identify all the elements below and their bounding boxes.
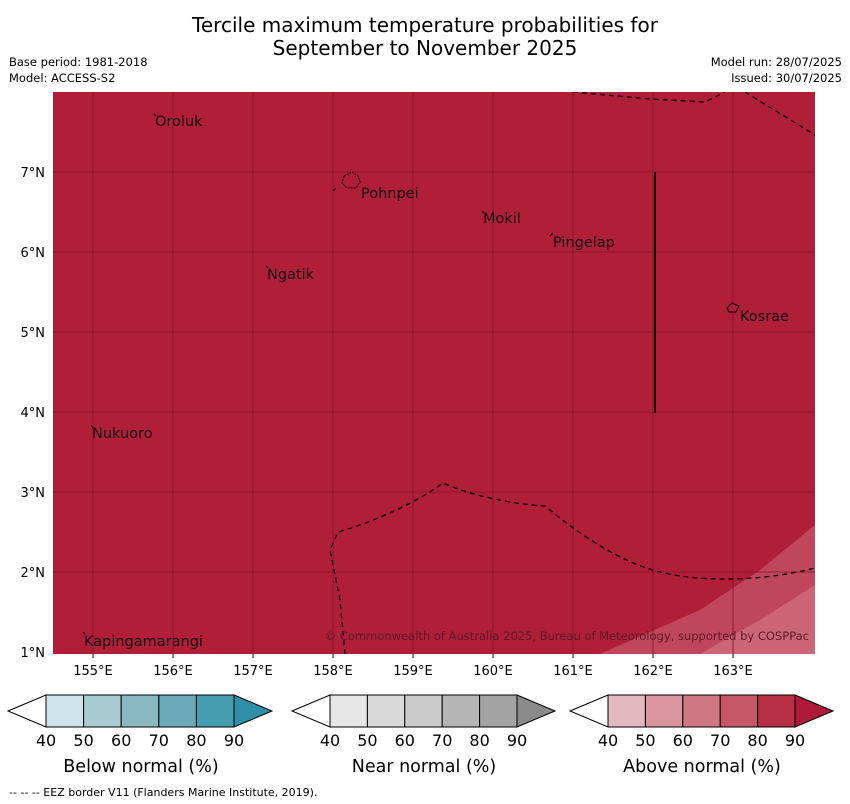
- legend-group: 40 50 60 70 80 90 Below normal (%) 40 50 60 70 80 90…: [6, 694, 835, 777]
- longitude-tick-label: 160°E: [473, 664, 513, 679]
- place-label: Kapingamarangi: [84, 634, 203, 650]
- meta-left: Base period: 1981-2018 Model: ACCESS-S2: [9, 54, 148, 86]
- longitude-tick-label: 161°E: [553, 664, 593, 679]
- islet-mark: [332, 187, 337, 192]
- place-labels: Oroluk Pohnpei Mokil Pingelap Ngatik Kosrae Nu…: [84, 114, 789, 650]
- colorbar-tick-label: 90: [785, 731, 805, 750]
- colorbar-tick-label: 90: [507, 731, 527, 750]
- colorbar-min-extension: [6, 694, 47, 728]
- colorbar-tick-label: 90: [224, 731, 244, 750]
- eez-border: [329, 92, 815, 654]
- colorbar-tick-label: 50: [635, 731, 655, 750]
- model-run: Model run: 28/07/2025: [710, 55, 842, 69]
- place-label: Oroluk: [155, 114, 203, 130]
- colorbar-segment: [83, 694, 122, 728]
- latitude-tick-label: 6°N: [21, 246, 46, 261]
- colorbar-segment: [158, 694, 197, 728]
- place-label: Pohnpei: [361, 186, 419, 202]
- atoll-marks: [82, 113, 554, 635]
- colorbar-segment: [441, 694, 481, 728]
- colorbar-tick-label: 40: [320, 731, 340, 750]
- colorbar-tick-label: 80: [469, 731, 489, 750]
- colorbar-tick-label: 60: [673, 731, 693, 750]
- colorbar-tick-label: 50: [73, 731, 93, 750]
- place-label: Mokil: [483, 211, 521, 227]
- kosrae-island: [726, 302, 740, 313]
- colorbar-tick-label: 80: [747, 731, 767, 750]
- place-label: Nukuoro: [92, 426, 153, 442]
- longitude-axis: 155°E 156°E 157°E 158°E 159°E 160°E 161°E 162°E…: [73, 654, 753, 679]
- colorbar-segment: [366, 694, 406, 728]
- colorbar-tick-label: 70: [432, 731, 452, 750]
- colorbar-label: Below normal (%): [63, 757, 218, 777]
- colorbar-max-extension: [794, 694, 835, 728]
- colorbar-segment: [195, 694, 235, 728]
- pohnpei-island: [341, 171, 361, 189]
- legend-colorbar: 40 50 60 70 80 90 Near normal (%): [290, 694, 557, 777]
- colorbar-max-extension: [233, 694, 274, 728]
- place-label: Kosrae: [740, 309, 789, 325]
- title-line-2: September to November 2025: [272, 36, 578, 60]
- issued-date: Issued: 30/07/2025: [731, 71, 842, 85]
- longitude-tick-label: 155°E: [73, 664, 113, 679]
- longitude-tick-label: 158°E: [313, 664, 353, 679]
- model-name: Model: ACCESS-S2: [9, 71, 116, 85]
- colorbar-segment: [404, 694, 443, 728]
- colorbar-segment: [757, 694, 796, 728]
- latitude-tick-label: 2°N: [21, 566, 46, 581]
- latitude-axis: 7°N 6°N 5°N 4°N 3°N 2°N 1°N: [21, 166, 46, 661]
- colorbar-tick-label: 60: [395, 731, 415, 750]
- colorbar-segment: [120, 694, 160, 728]
- colorbar-segment: [682, 694, 721, 728]
- colorbar-max-extension: [516, 694, 557, 728]
- colorbar-segment: [644, 694, 684, 728]
- colorbar-label: Near normal (%): [352, 757, 497, 777]
- colorbar-tick-label: 70: [149, 731, 169, 750]
- latitude-tick-label: 4°N: [21, 406, 46, 421]
- meta-right: Model run: 28/07/2025 Issued: 30/07/2025: [711, 54, 842, 86]
- colorbar-segment: [479, 694, 518, 728]
- colorbar-label: Above normal (%): [623, 757, 781, 777]
- longitude-tick-label: 157°E: [233, 664, 273, 679]
- map-title: Tercile maximum temperature probabilitie…: [0, 14, 850, 60]
- copyright-notice: © Commonwealth of Australia 2025, Bureau…: [325, 629, 809, 643]
- colorbar-segment: [607, 694, 646, 728]
- colorbar-tick-label: 70: [710, 731, 730, 750]
- latitude-tick-label: 7°N: [21, 166, 46, 181]
- title-line-1: Tercile maximum temperature probabilitie…: [192, 13, 658, 37]
- colorbar-min-extension: [568, 694, 609, 728]
- colorbar-tick-label: 60: [111, 731, 131, 750]
- colorbar-min-extension: [290, 694, 331, 728]
- eez-footnote: -- -- -- EEZ border V11 (Flanders Marine…: [9, 786, 318, 799]
- latitude-tick-label: 1°N: [21, 646, 46, 661]
- longitude-tick-label: 159°E: [393, 664, 433, 679]
- colorbar-tick-label: 50: [357, 731, 377, 750]
- latitude-tick-label: 3°N: [21, 486, 46, 501]
- colorbar-tick-label: 40: [36, 731, 56, 750]
- longitude-tick-label: 156°E: [153, 664, 193, 679]
- map-panel: Oroluk Pohnpei Mokil Pingelap Ngatik Kosrae Nu…: [53, 92, 815, 654]
- longitude-tick-label: 163°E: [713, 664, 753, 679]
- colorbar-tick-label: 80: [186, 731, 206, 750]
- base-period: Base period: 1981-2018: [9, 55, 148, 69]
- latitude-tick-label: 5°N: [21, 326, 46, 341]
- colorbar-segment: [45, 694, 85, 728]
- place-label: Ngatik: [267, 267, 315, 283]
- probability-band-lightest: [700, 585, 815, 654]
- colorbar-segment: [329, 694, 368, 728]
- colorbar-segment: [719, 694, 759, 728]
- place-label: Pingelap: [553, 235, 615, 251]
- legend-colorbar: 40 50 60 70 80 90 Below normal (%): [6, 694, 274, 777]
- longitude-tick-label: 162°E: [633, 664, 673, 679]
- colorbar-tick-label: 40: [598, 731, 618, 750]
- probability-field: [53, 92, 815, 654]
- graticule: [53, 92, 815, 654]
